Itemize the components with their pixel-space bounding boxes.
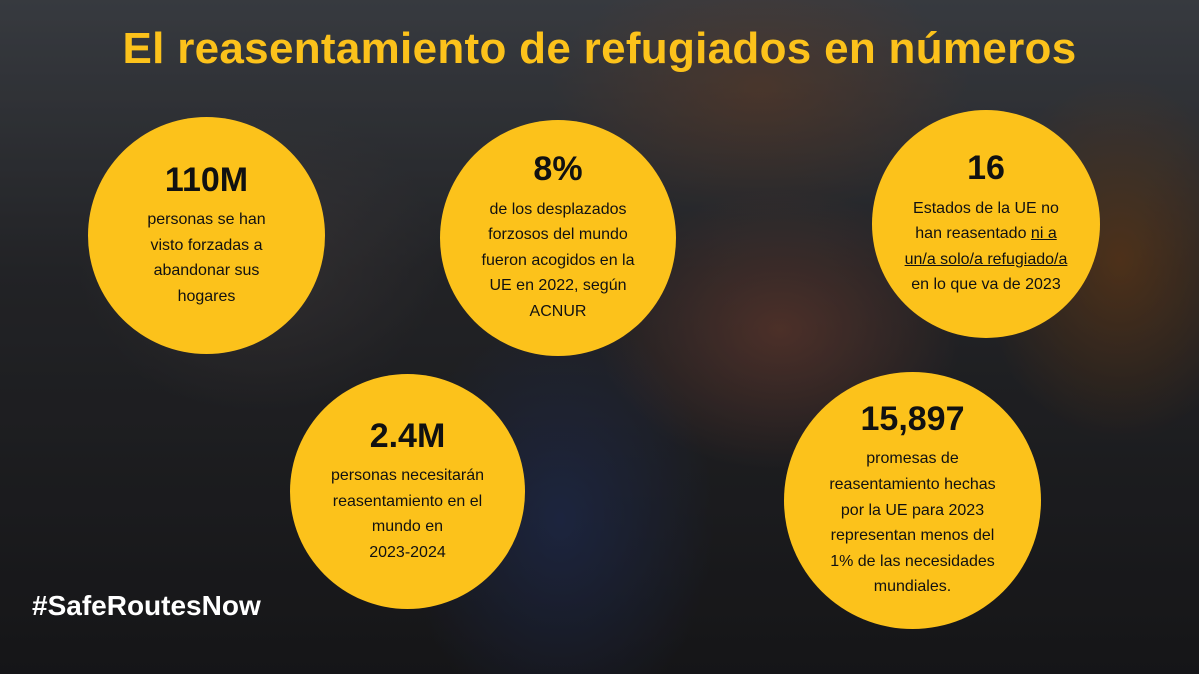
stat-number: 16 xyxy=(967,149,1005,188)
stat-circle-15897: 15,897 promesas de reasentamiento hechas… xyxy=(784,372,1041,629)
page-title: El reasentamiento de refugiados en númer… xyxy=(122,24,1077,73)
stat-description: Estados de la UE no han reasentado ni a … xyxy=(905,196,1068,298)
stat-description: de los desplazados forzosos del mundo fu… xyxy=(481,200,635,321)
stat-number: 2.4M xyxy=(369,416,446,455)
stat-description: personas se han visto forzadas a abandon… xyxy=(147,211,266,305)
stat-description: promesas de reasentamiento hechas por la… xyxy=(829,450,996,596)
stat-text-before: Estados de la UE no han reasentado xyxy=(913,199,1059,243)
stat-circle-8-percent: 8% de los desplazados forzosos del mundo… xyxy=(440,120,676,356)
stat-description: personas necesitarán reasentamiento en e… xyxy=(331,467,484,561)
stat-number: 8% xyxy=(533,150,583,189)
hashtag: #SafeRoutesNow xyxy=(32,590,261,621)
stat-text-after: en lo que va de 2023 xyxy=(911,276,1061,294)
stat-circle-16: 16 Estados de la UE no han reasentado ni… xyxy=(872,110,1100,338)
stat-text-underlined: ni a un/a solo/a refugiado/a xyxy=(904,225,1068,268)
stat-circle-2-4m: 2.4M personas necesitarán reasentamiento… xyxy=(290,374,525,609)
stat-circle-110m: 110M personas se han visto forzadas a ab… xyxy=(88,117,325,354)
stat-number: 110M xyxy=(164,160,249,199)
stat-number: 15,897 xyxy=(860,400,965,439)
